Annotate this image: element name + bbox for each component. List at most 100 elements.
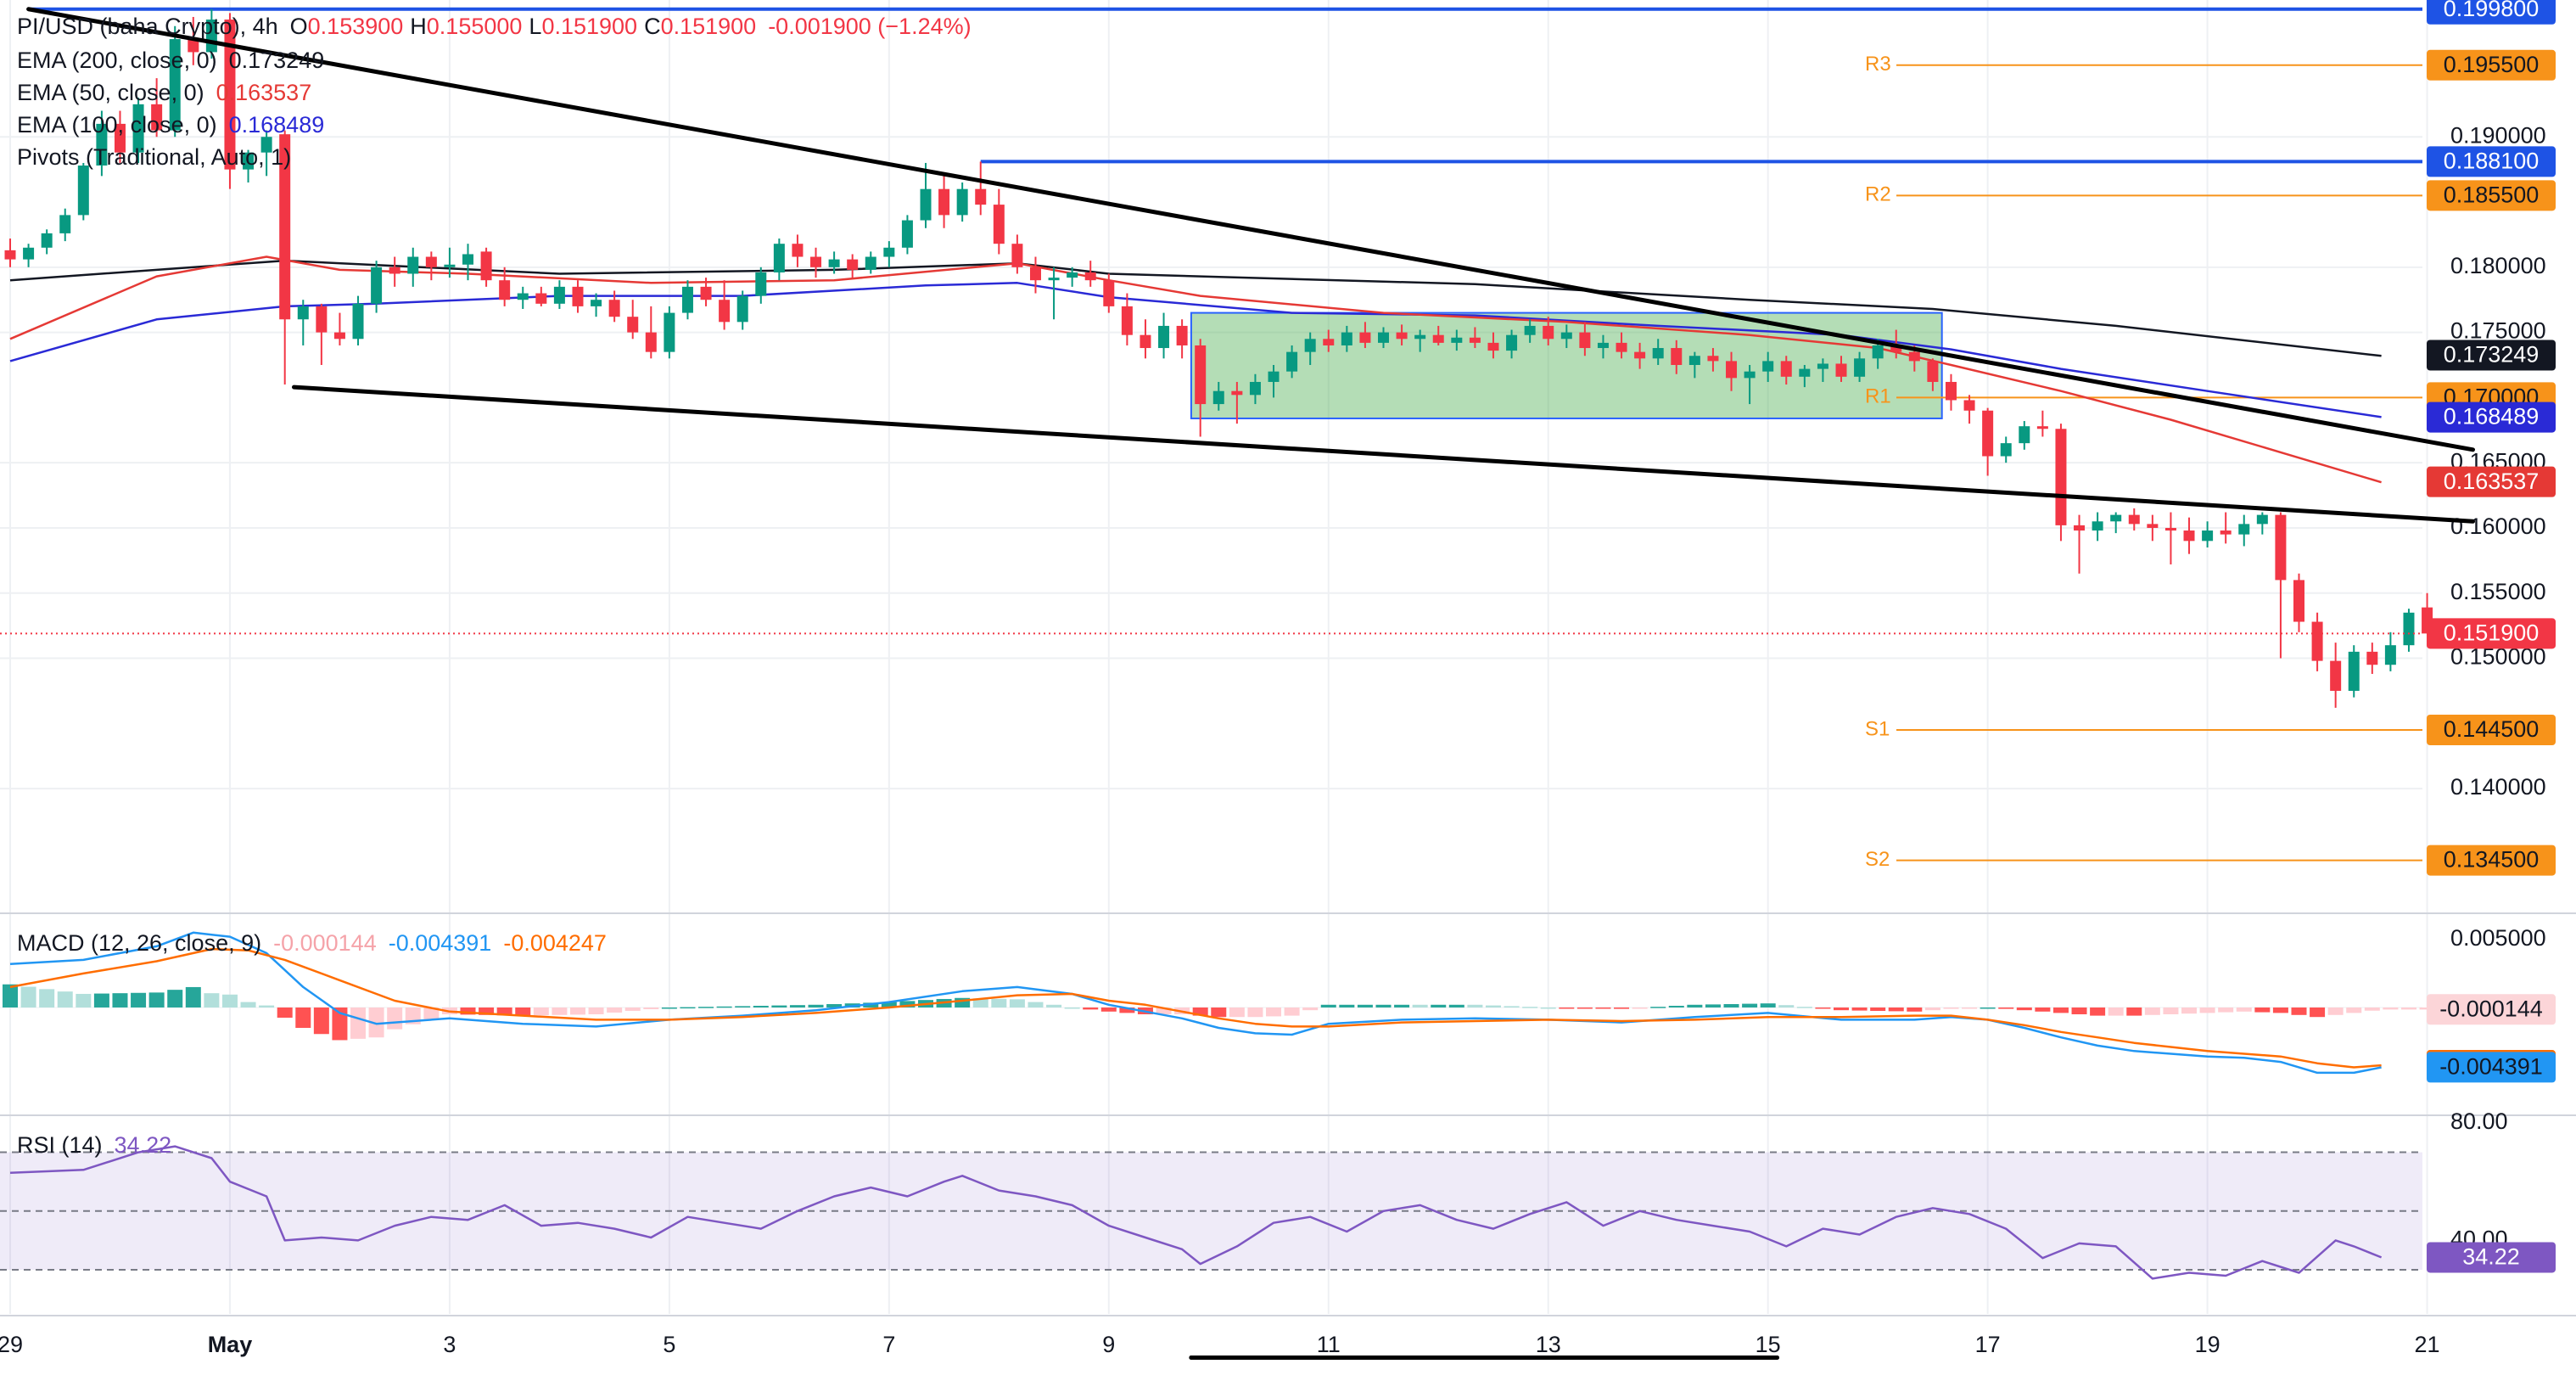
price-axis-tick: 0.155000 xyxy=(2450,579,2546,604)
candle xyxy=(132,98,144,163)
candle-body xyxy=(1487,342,1499,351)
candle-body xyxy=(114,123,126,153)
candle-body xyxy=(2128,514,2140,525)
candle xyxy=(77,162,89,221)
macd-histogram-bar xyxy=(259,1005,275,1008)
candle-body xyxy=(920,188,932,221)
candle xyxy=(773,239,785,281)
candle xyxy=(151,78,163,138)
macd-histogram-bar xyxy=(1540,1007,1556,1009)
candle xyxy=(2147,514,2159,542)
macd-histogram-bar xyxy=(2181,1007,2198,1014)
candle-body xyxy=(77,166,89,216)
candle xyxy=(2074,514,2086,574)
time-axis-tick: 15 xyxy=(1756,1332,1781,1357)
candle-body xyxy=(2036,426,2048,429)
macd-histogram-bar xyxy=(1760,1003,1776,1008)
macd-histogram-bar xyxy=(826,1003,843,1008)
candle xyxy=(444,247,456,278)
legend-rsi: RSI (14) 34.22 xyxy=(17,1132,183,1159)
candle-body xyxy=(993,205,1005,244)
macd-value-label-bg xyxy=(2427,1052,2556,1083)
candle-body xyxy=(2110,514,2122,522)
pivot-label-s1: 0.144500 xyxy=(2444,716,2540,742)
macd-histogram-bar xyxy=(185,986,201,1008)
candle-body xyxy=(1634,351,1646,359)
horizontal-level-label-bg xyxy=(2427,146,2556,177)
candle-body xyxy=(371,267,383,304)
candle xyxy=(1212,381,1224,411)
macd-histogram-bar xyxy=(313,1007,329,1035)
macd-histogram-bar xyxy=(240,1002,256,1008)
candle xyxy=(371,261,383,313)
candle-body xyxy=(333,332,345,340)
legend-macd-label: MACD (12, 26, close, 9) xyxy=(17,930,262,956)
candle xyxy=(1176,319,1188,359)
time-axis-tick: 11 xyxy=(1317,1332,1341,1357)
macd-histogram-bar xyxy=(2310,1007,2326,1018)
time-axis-tick: 29 xyxy=(0,1332,23,1357)
macd-histogram-bar xyxy=(2052,1007,2069,1013)
macd-histogram-bar xyxy=(2383,1007,2399,1010)
candle-body xyxy=(96,123,108,166)
legend-macd-value: -0.004391 xyxy=(388,930,492,956)
candle xyxy=(4,239,16,267)
time-axis-tick: 13 xyxy=(1536,1332,1561,1357)
time-axis-tick: 9 xyxy=(1102,1332,1115,1357)
candle xyxy=(1835,356,1847,382)
candle-body xyxy=(2202,530,2214,542)
macd-histogram-bar xyxy=(716,1006,732,1008)
macd-histogram-bar xyxy=(1009,999,1025,1008)
candle-body xyxy=(1616,342,1627,352)
candle xyxy=(279,130,291,385)
macd-histogram-bar xyxy=(533,1007,549,1016)
candle-body xyxy=(645,332,657,352)
macd-histogram-bar xyxy=(661,1007,677,1009)
candle xyxy=(389,256,400,287)
macd-histogram-bar xyxy=(2108,1007,2124,1016)
candle xyxy=(664,306,675,359)
macd-histogram-bar xyxy=(1687,1004,1703,1008)
candle-body xyxy=(2311,621,2323,661)
candle xyxy=(1029,256,1041,294)
macd-histogram-bar xyxy=(1375,1004,1392,1008)
candle-body xyxy=(297,306,309,320)
candle-body xyxy=(535,293,547,304)
macd-histogram-bar xyxy=(1320,1004,1336,1008)
candle-body xyxy=(1231,390,1243,396)
legend-ema200: EMA (200, close, 0) 0.173249 xyxy=(17,48,336,74)
macd-histogram-bar xyxy=(1302,1007,1319,1011)
candle xyxy=(23,244,35,267)
pivot-name-s1: S1 xyxy=(1865,717,1890,740)
macd-line xyxy=(9,931,2382,1075)
candle-body xyxy=(2220,530,2232,535)
candle-body xyxy=(1597,342,1609,349)
candle-body xyxy=(572,286,584,306)
candle-body xyxy=(792,244,804,257)
last-price-label-bg xyxy=(2427,618,2556,649)
macd-histogram-bar xyxy=(753,1005,769,1008)
candle-body xyxy=(1908,351,1920,362)
macd-histogram-bar xyxy=(1485,1005,1501,1008)
macd-histogram-bar xyxy=(1046,1004,1062,1008)
macd-histogram-bar xyxy=(479,1007,495,1015)
candle xyxy=(2330,643,2342,708)
candle xyxy=(1414,329,1426,352)
candle xyxy=(243,149,255,182)
candle-body xyxy=(1359,332,1371,343)
candle-body xyxy=(169,39,181,131)
macd-histogram-bar xyxy=(167,990,183,1008)
macd-histogram-bar xyxy=(1851,1007,1868,1011)
candle-body xyxy=(243,152,255,170)
candle-body xyxy=(425,256,437,267)
candle xyxy=(1817,358,1828,382)
candle-body xyxy=(956,188,968,216)
candle-body xyxy=(664,312,675,352)
pivot-label-r3: 0.195500 xyxy=(2444,52,2540,77)
candle xyxy=(1543,317,1554,345)
macd-histogram-bar xyxy=(1650,1007,1666,1008)
pivot-name-r1: R1 xyxy=(1865,385,1891,408)
candle xyxy=(1799,365,1811,388)
candle xyxy=(1560,324,1572,349)
